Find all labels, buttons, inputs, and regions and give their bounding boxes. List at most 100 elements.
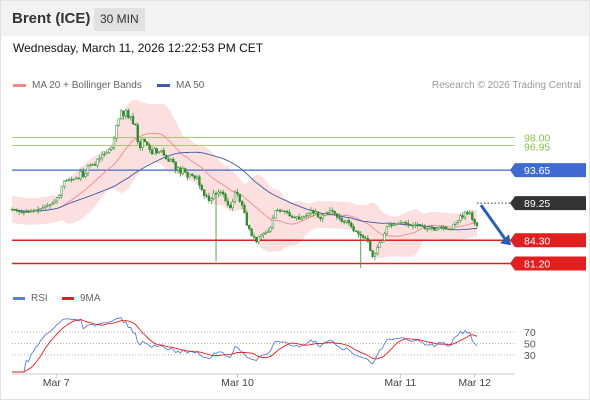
candle-body: [162, 150, 165, 156]
candle-body: [127, 110, 130, 118]
legend-ma50-swatch: [157, 83, 170, 87]
legend-rsi: RSI: [13, 293, 48, 304]
legend-9ma-label: 9MA: [80, 293, 101, 304]
candle-body: [238, 193, 241, 202]
resistance-label-2: 96.95: [524, 141, 550, 153]
candle-body: [105, 152, 109, 155]
rsi-line: [12, 317, 478, 373]
candle-body: [191, 173, 194, 176]
candle-body: [217, 191, 220, 195]
candle-body: [82, 171, 85, 178]
candle-body: [15, 209, 18, 212]
pivot-label: 93.65: [524, 165, 550, 177]
candle-body: [366, 238, 370, 242]
candle-body: [347, 220, 351, 224]
candle-body: [447, 228, 450, 230]
candle-body: [195, 176, 199, 179]
candle-body: [39, 208, 42, 210]
candle-body: [91, 163, 94, 166]
candle-body: [433, 227, 436, 231]
candle-body: [103, 153, 106, 156]
candle-body: [67, 179, 71, 181]
candle-body: [271, 217, 275, 228]
candle-body: [290, 215, 294, 218]
candle-body: [245, 212, 249, 226]
candle-body: [153, 148, 156, 155]
legend-rsi-swatch: [13, 296, 25, 300]
candle-body: [454, 221, 457, 225]
candle-body: [110, 147, 113, 150]
candle-body: [229, 204, 232, 208]
candle-body: [331, 210, 334, 212]
legend-ma20-swatch: [13, 83, 26, 87]
candle-body: [48, 204, 52, 206]
candle-body: [146, 141, 149, 146]
candle-body: [307, 212, 310, 216]
x-tick-label: Mar 7: [43, 377, 70, 389]
candle-body: [17, 210, 21, 212]
rsi-level-label: 70: [524, 327, 536, 339]
candle-body: [295, 216, 298, 219]
candle-body: [380, 240, 384, 243]
candle-body: [165, 154, 168, 160]
forecast-arrow-shaft: [479, 204, 508, 242]
candle-body: [390, 224, 393, 227]
candle-body: [86, 165, 90, 174]
candle-body: [463, 211, 467, 218]
candle-body: [357, 231, 360, 235]
candle-body: [414, 224, 417, 227]
candle-body: [141, 138, 144, 148]
resistance-label-1: 98.00: [524, 133, 550, 145]
candle-body: [55, 197, 59, 202]
candle-body: [98, 157, 101, 160]
candle-body: [101, 154, 104, 159]
candle-body: [361, 235, 365, 238]
candle-body: [44, 205, 47, 208]
candle-body: [167, 158, 170, 162]
candle-body: [34, 209, 37, 212]
candle-body: [461, 215, 464, 218]
x-tick-label: Mar 10: [221, 377, 254, 389]
candle-body: [281, 210, 284, 212]
candle-body: [236, 191, 239, 195]
candle-body: [25, 211, 28, 213]
candle-body: [468, 212, 472, 215]
timeframe-button[interactable]: 30 MIN: [94, 8, 145, 31]
candle-body: [32, 210, 35, 212]
candle-body: [416, 223, 419, 226]
candle-body: [373, 252, 377, 257]
legend-9ma-swatch: [62, 296, 74, 300]
legend-9ma: 9MA: [62, 293, 101, 304]
candle-body: [264, 232, 268, 234]
candle-body: [93, 163, 97, 166]
candle-body: [148, 144, 151, 150]
candle-body: [324, 212, 327, 216]
candle-body: [276, 209, 279, 212]
candle-body: [233, 191, 237, 203]
candle-body: [338, 216, 341, 219]
candle-body: [371, 250, 374, 258]
candle-body: [212, 192, 215, 199]
candle-body: [243, 205, 246, 214]
support-label-1-box: [510, 233, 586, 248]
ma20-line: [11, 132, 478, 237]
legend-ma50-label: MA 50: [176, 80, 205, 91]
candle-body: [221, 191, 225, 195]
candle-body: [172, 158, 175, 163]
candle-body: [345, 220, 348, 223]
candle-body: [378, 242, 381, 248]
candle-body: [369, 241, 372, 251]
candle-body: [214, 192, 218, 195]
candle-body: [74, 177, 78, 180]
candle-body: [108, 149, 111, 153]
candle-body: [452, 223, 455, 230]
candle-body: [13, 209, 16, 211]
candle-body: [65, 180, 68, 182]
rsi-level-label: 30: [524, 350, 536, 362]
candle-body: [319, 216, 322, 219]
candle-body: [293, 216, 296, 219]
candle-body: [278, 209, 282, 212]
candle-body: [179, 167, 182, 174]
candle-body: [226, 200, 230, 206]
candle-body: [392, 223, 396, 227]
